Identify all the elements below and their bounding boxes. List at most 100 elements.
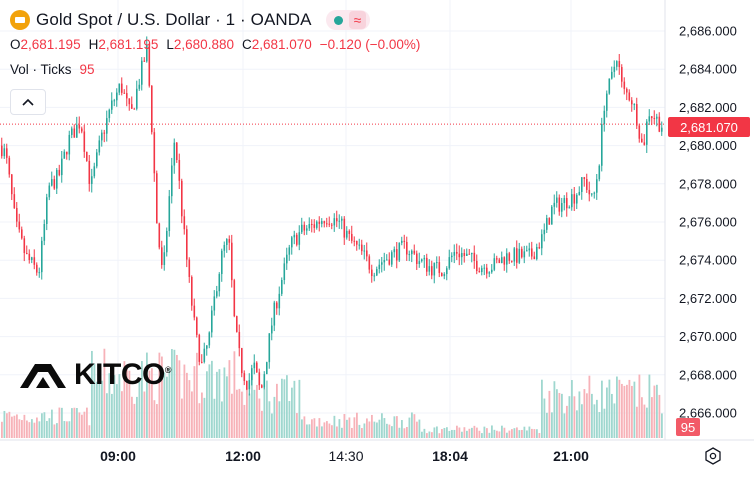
volume-bar (183, 364, 186, 438)
symbol-title[interactable]: Gold Spot / U.S. Dollar · 1 · OANDA (36, 10, 312, 29)
volume-bar (326, 421, 328, 438)
candle-body (661, 127, 663, 132)
volume-bar (448, 430, 451, 438)
volume-bar (283, 379, 286, 438)
volume-bar (621, 383, 623, 438)
volume-bar (403, 428, 406, 438)
candle-body (111, 100, 113, 110)
candle-body (308, 223, 311, 229)
candle-body (271, 325, 273, 334)
candle-body (301, 224, 303, 233)
volume-bar (586, 393, 588, 438)
volume-bar (141, 361, 143, 438)
candle-body (91, 176, 93, 184)
candle-body (68, 134, 71, 155)
volume-bar (71, 408, 73, 438)
volume-bar (118, 374, 121, 438)
candle-body (328, 223, 331, 225)
candle-body (16, 207, 18, 222)
candle-body (583, 177, 586, 179)
candle-body (423, 257, 426, 260)
settings-gear-icon[interactable] (703, 446, 723, 466)
volume-bar (211, 360, 213, 438)
candle-body (323, 221, 326, 224)
candle-body (403, 240, 406, 242)
volume-bar (561, 393, 563, 438)
candle-body (291, 237, 293, 248)
candle-body (93, 166, 96, 177)
volume-bar (578, 391, 581, 438)
symbol-header[interactable]: Gold Spot / U.S. Dollar · 1 · OANDA ≈ (10, 8, 371, 32)
volume-bar (441, 429, 443, 438)
volume-bar (306, 424, 308, 438)
volume-bar (226, 376, 228, 438)
candle-body (518, 248, 521, 263)
candle-body (413, 250, 416, 254)
volume-bar (648, 374, 651, 438)
candle-body (428, 266, 431, 272)
y-tick-label: 2,680.000 (679, 138, 737, 153)
wave-icon[interactable]: ≈ (348, 11, 367, 29)
volume-bar (641, 397, 643, 438)
candle-body (353, 240, 356, 242)
volume-bar (383, 418, 386, 438)
candle-body (313, 224, 316, 228)
volume-bar (433, 427, 436, 438)
volume-bar (373, 421, 376, 438)
status-pills[interactable]: ≈ (325, 10, 371, 30)
candle-body (18, 221, 21, 230)
volume-bar (603, 408, 606, 438)
volume-bar (468, 428, 471, 438)
candle-body (173, 142, 176, 166)
y-tick-label: 2,666.000 (679, 406, 737, 421)
candle-body (171, 165, 173, 197)
candle-body (23, 238, 26, 254)
volume-bar (533, 429, 536, 438)
volume-bar (358, 424, 361, 438)
candle-body (341, 218, 343, 221)
volume-bar (243, 404, 246, 438)
volume-bar (11, 416, 13, 438)
volume-bar (576, 410, 578, 438)
volume-bar (121, 391, 123, 438)
candle-body (618, 61, 621, 68)
candle-body (263, 374, 266, 388)
candle-body (523, 251, 526, 258)
volume-bar (523, 426, 526, 438)
candle-body (593, 192, 596, 194)
candle-body (468, 253, 471, 255)
volume-bar (506, 432, 508, 438)
volume-bar (568, 396, 571, 438)
volume-legend[interactable]: Vol · Ticks 95 (10, 62, 95, 77)
volume-bar (598, 412, 601, 438)
collapse-legend-button[interactable] (10, 89, 46, 115)
candle-body (623, 81, 626, 89)
volume-bar (571, 380, 573, 438)
volume-bar (261, 410, 263, 438)
candle-body (498, 259, 501, 264)
volume-bar (623, 385, 626, 438)
volume-bar (91, 350, 93, 438)
volume-bar (508, 430, 511, 438)
volume-bar (541, 379, 543, 438)
candle-body (311, 223, 313, 225)
candle-body (578, 191, 581, 195)
volume-bar (248, 393, 251, 438)
candle-body (106, 118, 108, 134)
candle-body (56, 169, 58, 189)
volume-bar (78, 412, 81, 438)
candle-body (566, 198, 568, 209)
candlesticks (1, 36, 663, 396)
candle-body (613, 66, 616, 72)
volume-value: 95 (79, 62, 95, 77)
candle-body (373, 275, 376, 277)
candle-body (383, 259, 386, 263)
volume-bar (36, 417, 38, 438)
candle-body (133, 108, 136, 110)
candle-body (538, 246, 541, 249)
candle-body (456, 251, 458, 254)
volume-label: Vol · Ticks (10, 62, 72, 77)
candle-body (268, 333, 271, 363)
volume-bar (223, 367, 226, 438)
